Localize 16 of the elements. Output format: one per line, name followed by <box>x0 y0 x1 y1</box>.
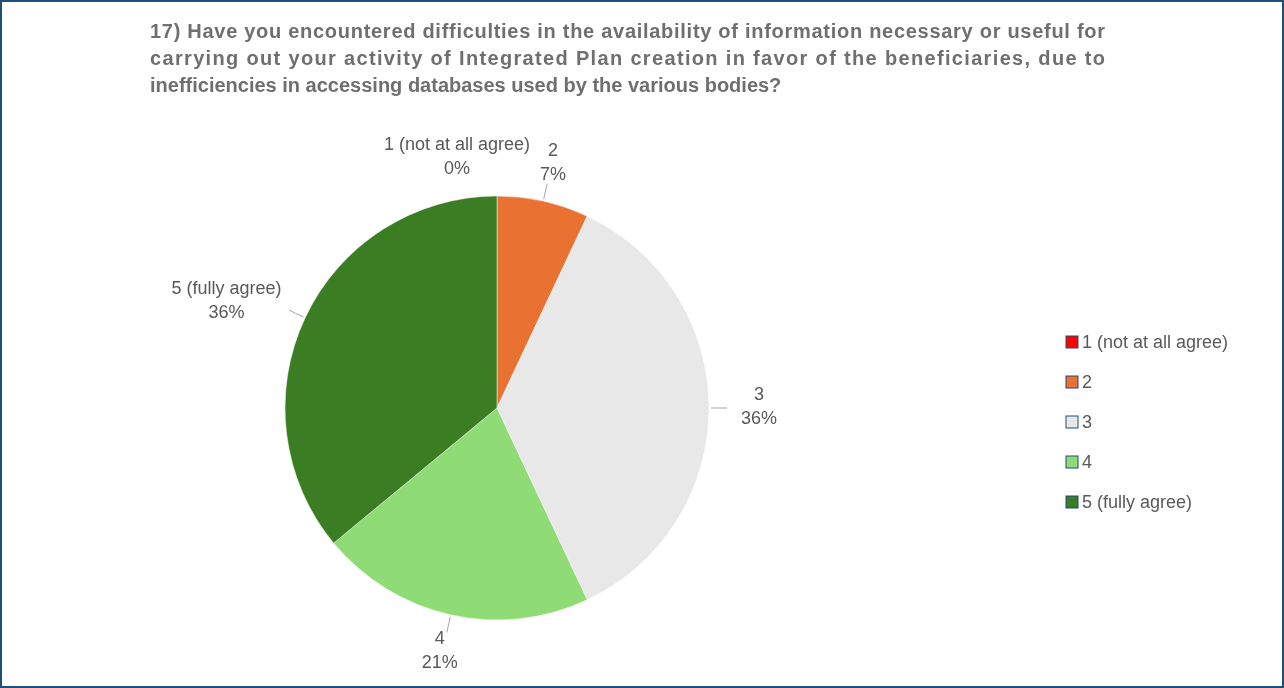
data-label: 36% <box>208 301 245 322</box>
legend-label: 4 <box>1082 452 1093 472</box>
legend-label: 5 (fully agree) <box>1082 492 1193 512</box>
data-label: 36% <box>741 408 778 428</box>
legend-label: 1 (not at all agree) <box>1082 332 1229 352</box>
slice-label: 3 <box>754 384 765 404</box>
text: 0% <box>444 158 471 178</box>
data-label: 21% <box>421 651 458 672</box>
slice-label: 5 (fully agree) <box>171 277 282 298</box>
chart-title: 17) Have you encountered difficulties in the availability of information necessary or useful for carrying out your activity of Integrated Plan creation in favor of the beneficiaries, due to inefficiencies in accessing databases used by the various bodies? <box>150 20 1106 96</box>
legend-label: 3 <box>1082 412 1093 432</box>
legend-label: 2 <box>1082 372 1093 392</box>
slice-label: 2 <box>548 140 559 161</box>
data-label: 7% <box>540 164 567 185</box>
category-label: 1 (not at all agree) <box>383 134 531 154</box>
slice-label: 4 <box>434 627 445 648</box>
